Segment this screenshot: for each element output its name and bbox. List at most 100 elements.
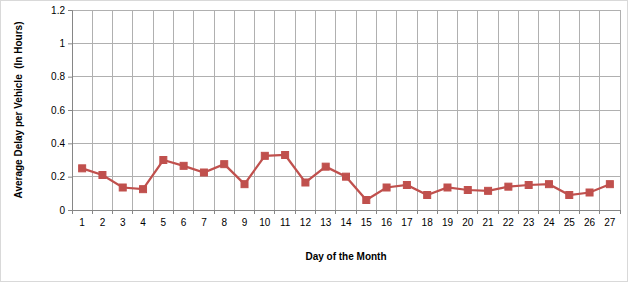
x-gridline [356, 10, 357, 210]
x-tick-mark [518, 210, 519, 214]
x-tick: 18 [422, 217, 434, 228]
x-tick-label: 1 [79, 217, 85, 228]
x-tick-label: 12 [300, 217, 312, 228]
x-gridline [376, 10, 377, 210]
marker [282, 152, 289, 159]
marker [79, 165, 86, 172]
x-tick-label: 17 [401, 217, 413, 228]
y-gridline [72, 210, 620, 211]
x-tick: 24 [543, 217, 555, 228]
marker [343, 173, 350, 180]
x-gridline [417, 10, 418, 210]
x-tick-label: 5 [161, 217, 167, 228]
y-tick-label: 0.4 [51, 138, 65, 149]
x-tick-mark [193, 210, 194, 214]
x-tick-label: 26 [584, 217, 596, 228]
x-tick-label: 4 [140, 217, 146, 228]
marker [180, 162, 187, 169]
y-tick: 1.2 [51, 5, 72, 16]
y-gridline [72, 76, 620, 77]
chart-border [1, 1, 628, 282]
marker [322, 163, 329, 170]
marker [606, 181, 613, 188]
marker [444, 184, 451, 191]
x-tick-label: 18 [422, 217, 434, 228]
x-tick: 9 [242, 217, 248, 228]
x-tick-label: 2 [100, 217, 106, 228]
x-tick: 15 [361, 217, 373, 228]
x-tick-label: 22 [503, 217, 515, 228]
x-tick: 13 [320, 217, 332, 228]
marker [464, 187, 471, 194]
x-tick-label: 23 [523, 217, 535, 228]
x-tick: 8 [221, 217, 227, 228]
x-tick: 2 [100, 217, 106, 228]
y-tick: 0.4 [51, 138, 72, 149]
y-gridline [72, 43, 620, 44]
x-tick-label: 21 [483, 217, 495, 228]
marker [241, 181, 248, 188]
y-gridline [72, 110, 620, 111]
marker [363, 197, 370, 204]
x-tick-mark [376, 210, 377, 214]
x-tick-mark [559, 210, 560, 214]
x-tick: 26 [584, 217, 596, 228]
y-tick: 0.6 [51, 105, 72, 116]
y-tick-label: 0.2 [51, 171, 65, 182]
marker [261, 152, 268, 159]
x-tick-mark [173, 210, 174, 214]
marker [160, 157, 167, 164]
x-tick: 12 [300, 217, 312, 228]
x-tick-label: 14 [340, 217, 352, 228]
x-tick: 21 [483, 217, 495, 228]
chart: 00.20.40.60.811.212345678910111213141516… [0, 0, 628, 282]
x-tick-mark [214, 210, 215, 214]
marker [403, 182, 410, 189]
marker [383, 184, 390, 191]
plot: 00.20.40.60.811.212345678910111213141516… [51, 5, 620, 228]
x-tick-mark [92, 210, 93, 214]
marker [525, 182, 532, 189]
x-gridline [214, 10, 215, 210]
x-tick-mark [417, 210, 418, 214]
x-gridline [153, 10, 154, 210]
x-tick-label: 20 [462, 217, 474, 228]
x-tick-mark [112, 210, 113, 214]
y-gridline [72, 143, 620, 144]
y-tick-mark [68, 43, 72, 44]
y-axis: 0 0.2 0.4 0.6 0.8 1 1.2 [51, 5, 72, 216]
x-gridline [396, 10, 397, 210]
x-tick-mark [538, 210, 539, 214]
x-tick-mark [579, 210, 580, 214]
marker [566, 192, 573, 199]
x-tick: 3 [120, 217, 126, 228]
x-tick: 4 [140, 217, 146, 228]
marker [586, 189, 593, 196]
x-tick-label: 3 [120, 217, 126, 228]
x-tick-label: 25 [564, 217, 576, 228]
y-tick-mark [68, 10, 72, 11]
y-tick: 1 [59, 38, 72, 49]
x-tick-mark [457, 210, 458, 214]
x-gridline [477, 10, 478, 210]
x-tick-mark [295, 210, 296, 214]
marker [424, 192, 431, 199]
x-tick-label: 6 [181, 217, 187, 228]
y-tick-mark [68, 210, 72, 211]
y-tick-label: 0 [59, 205, 65, 216]
y-tick-label: 1.2 [51, 5, 65, 16]
line [82, 155, 610, 200]
x-gridline [579, 10, 580, 210]
x-tick-mark [315, 210, 316, 214]
marker [221, 161, 228, 168]
x-tick: 23 [523, 217, 535, 228]
x-axis-line [73, 210, 621, 211]
x-tick: 10 [259, 217, 271, 228]
y-tick: 0.8 [51, 71, 72, 82]
x-gridline [335, 10, 336, 210]
y-axis-line [68, 11, 73, 211]
x-tick-label: 7 [201, 217, 207, 228]
x-gridline [92, 10, 93, 210]
x-tick: 5 [161, 217, 167, 228]
x-gridline [254, 10, 255, 210]
